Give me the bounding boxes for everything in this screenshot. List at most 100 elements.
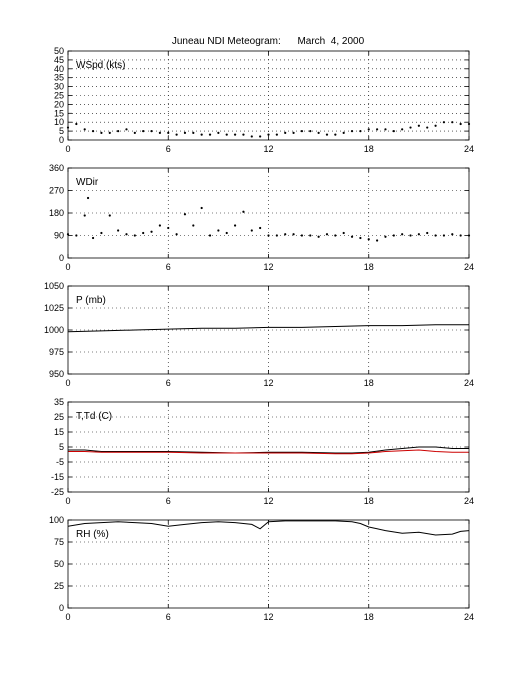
y-tick-label: 50 (54, 559, 64, 569)
data-point (325, 233, 329, 236)
y-tick-label: 20 (54, 99, 64, 109)
x-tick-label: 18 (364, 378, 374, 388)
y-tick-label: 25 (54, 581, 64, 591)
y-tick-label: 25 (54, 412, 64, 422)
data-point (125, 233, 128, 236)
data-point (158, 131, 161, 134)
data-point (317, 235, 320, 238)
data-point (376, 239, 379, 242)
data-point (376, 128, 379, 131)
data-point (117, 130, 120, 133)
y-tick-label: 1000 (44, 325, 64, 335)
data-point (392, 234, 395, 237)
y-tick-label: 360 (49, 163, 64, 173)
data-point (83, 128, 86, 131)
data-point (250, 229, 253, 232)
x-tick-label: 6 (166, 262, 171, 272)
data-point (275, 133, 278, 136)
y-tick-label: 0 (59, 135, 64, 145)
data-point (91, 130, 95, 133)
data-point (200, 206, 203, 210)
data-point (334, 234, 337, 237)
data-point (350, 130, 354, 133)
x-tick-label: 12 (263, 378, 273, 388)
data-point (108, 214, 111, 217)
data-point (75, 234, 78, 237)
x-tick-label: 12 (263, 496, 273, 506)
panel-label: WDir (76, 177, 99, 188)
x-tick-label: 24 (464, 612, 474, 622)
data-point (108, 131, 111, 134)
panel-label: WSpd (kts) (76, 60, 125, 71)
y-tick-label: 1025 (44, 303, 64, 313)
chart-title: Juneau NDI Meteogram: March 4, 2000 (172, 36, 365, 47)
data-point (392, 130, 395, 133)
x-tick-label: 18 (364, 496, 374, 506)
data-point (175, 133, 178, 136)
y-tick-label: 50 (54, 46, 64, 56)
data-point (359, 130, 362, 133)
data-point (250, 135, 253, 138)
y-tick-label: 25 (54, 91, 64, 101)
data-point (342, 231, 345, 235)
data-point (417, 233, 420, 236)
data-point (442, 121, 446, 124)
data-point (117, 229, 120, 232)
data-point (334, 133, 337, 136)
y-tick-label: 15 (54, 427, 64, 437)
y-tick-label: 180 (49, 208, 64, 218)
x-tick-label: 18 (364, 612, 374, 622)
y-tick-label: 15 (54, 108, 64, 118)
x-tick-label: 6 (166, 378, 171, 388)
data-point (167, 226, 170, 230)
y-tick-label: 30 (54, 82, 64, 92)
data-point (267, 234, 270, 237)
data-point (309, 130, 312, 133)
data-point (350, 235, 354, 238)
data-point (300, 130, 304, 133)
x-tick-label: 18 (364, 262, 374, 272)
data-point (158, 224, 161, 227)
data-point (100, 131, 103, 134)
data-point (267, 133, 270, 136)
data-point (242, 210, 245, 213)
data-point (150, 130, 153, 133)
x-tick-label: 24 (464, 496, 474, 506)
x-tick-label: 12 (263, 262, 273, 272)
y-tick-label: 950 (49, 369, 64, 379)
data-point (192, 131, 195, 134)
x-tick-label: 18 (364, 144, 374, 154)
series-line-1 (67, 324, 469, 333)
x-tick-label: 24 (464, 378, 474, 388)
y-tick-label: 45 (54, 55, 64, 65)
data-point (309, 234, 312, 237)
data-point (208, 234, 212, 237)
x-tick-label: 6 (166, 612, 171, 622)
data-point (384, 128, 387, 131)
data-point (225, 231, 228, 235)
data-point (217, 131, 220, 134)
y-tick-label: 1050 (44, 281, 64, 291)
y-tick-label: 5 (59, 442, 64, 452)
data-point (83, 214, 86, 217)
data-point (259, 135, 262, 138)
data-point (426, 231, 429, 235)
x-tick-label: 12 (263, 144, 273, 154)
data-point (434, 234, 437, 237)
data-point (150, 230, 153, 233)
data-point (359, 236, 362, 240)
data-point (409, 126, 412, 129)
data-point (292, 233, 295, 236)
x-tick-label: 24 (464, 262, 474, 272)
data-point (451, 121, 454, 124)
data-point (284, 131, 287, 134)
y-tick-label: 5 (59, 126, 64, 136)
panel-4: 0 6 12 18 24 -25 -15 -5 5 15 25 35 T,Td (C) (51, 397, 474, 506)
series-line-1 (68, 446, 469, 454)
data-point (401, 128, 404, 131)
data-point (208, 133, 212, 136)
x-tick-label: 12 (263, 612, 273, 622)
x-tick-label: 0 (65, 496, 70, 506)
data-point (217, 229, 220, 232)
